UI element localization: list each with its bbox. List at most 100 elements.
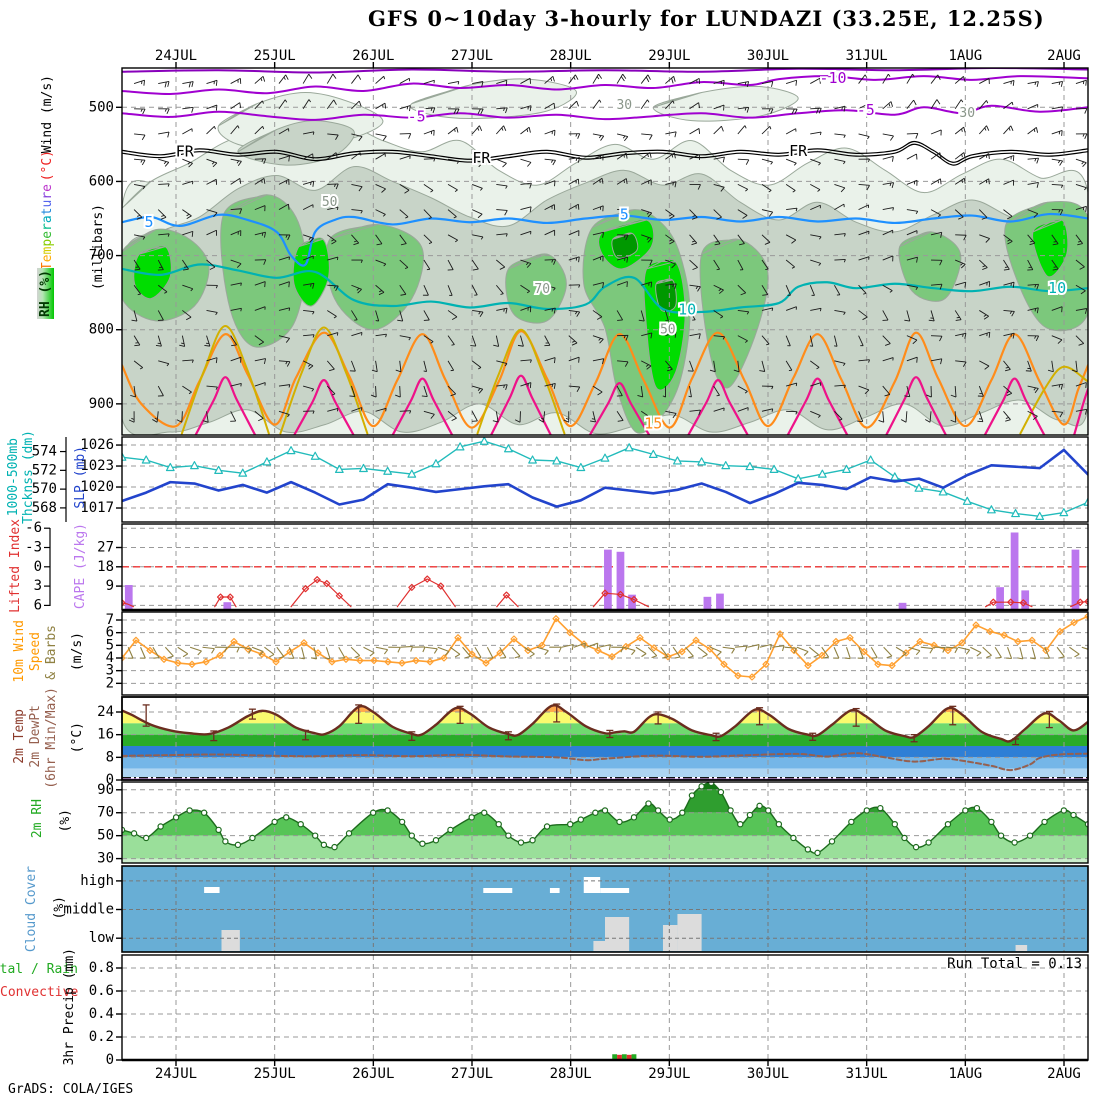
svg-text:29JUL: 29JUL <box>648 1066 690 1082</box>
svg-text:2AUG: 2AUG <box>1047 48 1081 64</box>
panel-upper-air-frame: 500 600 700 800 900 <box>89 67 1089 436</box>
panel-upper-air <box>122 68 1088 435</box>
svg-text:27: 27 <box>97 540 114 556</box>
axis-title-degc-2m: (°C) <box>70 722 85 754</box>
svg-text:1026: 1026 <box>80 437 114 453</box>
upper-air-wind-barbs <box>128 73 1088 423</box>
grads-credit: GrADS: COLA/IGES <box>8 1082 134 1097</box>
svg-text:2: 2 <box>106 675 114 691</box>
svg-text:-5: -5 <box>857 101 875 119</box>
svg-text:10: 10 <box>678 300 696 318</box>
axis-title-temperature: Temperature <box>40 184 55 271</box>
axis-title-pct-cloud: (%) <box>52 896 67 920</box>
svg-text:24JUL: 24JUL <box>155 1066 197 1082</box>
svg-text:1023: 1023 <box>80 458 114 474</box>
svg-text:16: 16 <box>97 727 114 743</box>
svg-text:18: 18 <box>97 559 114 575</box>
axis-title-2m-dewpt: 2m DewPt <box>28 705 43 768</box>
axis-title-barbs: & Barbs <box>44 625 59 680</box>
svg-text:10: 10 <box>1048 279 1066 297</box>
svg-text:5: 5 <box>145 213 154 231</box>
axis-title-pct-rh: (%) <box>58 809 73 833</box>
panel-slp-frame: 1026 1023 1020 1017 574 572 570 568 <box>32 436 1089 523</box>
panel-cape-li <box>122 524 1088 610</box>
svg-text:9: 9 <box>106 578 114 594</box>
svg-text:1AUG: 1AUG <box>948 1066 982 1082</box>
panel-slp-thickness <box>122 437 1088 522</box>
svg-text:0: 0 <box>106 1052 114 1068</box>
svg-text:600: 600 <box>89 173 114 189</box>
page-title: GFS 0~10day 3-hourly for LUNDAZI (33.25E… <box>368 6 1045 31</box>
svg-text:24JUL: 24JUL <box>155 48 197 64</box>
svg-text:50: 50 <box>322 195 338 210</box>
svg-text:0.8: 0.8 <box>89 960 114 976</box>
axis-title-6hr-minmax: (6hr Min/Max) <box>44 687 59 789</box>
axis-title-wind: Wind (m/s) <box>40 75 55 154</box>
svg-text:4: 4 <box>106 650 114 666</box>
axis-title-3hr-precip: 3hr Precip (mm) <box>62 948 77 1066</box>
svg-text:30JUL: 30JUL <box>747 48 789 64</box>
axis-title-thickness-1: 1000-500mb <box>6 438 21 517</box>
rh-color-bands <box>122 782 1088 863</box>
svg-text:570: 570 <box>32 481 57 497</box>
panel-precip: Run Total = 0.13 <box>122 955 1088 1060</box>
axis-title-cloud-cover: Cloud Cover <box>24 866 39 953</box>
svg-text:6: 6 <box>34 597 42 613</box>
svg-text:70: 70 <box>97 805 114 821</box>
svg-text:-5: -5 <box>408 108 426 126</box>
panel-cloud-frame: high middle low <box>63 865 1089 953</box>
svg-text:574: 574 <box>32 444 57 460</box>
svg-text:568: 568 <box>32 500 57 516</box>
svg-text:-10: -10 <box>819 69 846 87</box>
svg-text:5: 5 <box>620 206 629 224</box>
axis-title-millibars: (millibars) <box>91 204 106 291</box>
panel-2m-temp-frame: 24 16 8 0 <box>97 696 1089 788</box>
svg-text:500: 500 <box>89 99 114 115</box>
svg-text:31JUL: 31JUL <box>846 1066 888 1082</box>
svg-text:7: 7 <box>106 612 114 628</box>
svg-text:27JUL: 27JUL <box>451 48 493 64</box>
panel-precip-frame: 0.8 0.6 0.4 0.2 0 <box>89 954 1089 1068</box>
svg-text:3: 3 <box>106 663 114 679</box>
axis-title-cape: CAPE (J/kg) <box>73 523 88 610</box>
svg-text:900: 900 <box>89 396 114 412</box>
axis-title-2m-temp: 2m Temp <box>12 709 27 764</box>
svg-text:70: 70 <box>534 282 550 297</box>
svg-text:6: 6 <box>106 625 114 641</box>
svg-text:800: 800 <box>89 322 114 338</box>
svg-text:30: 30 <box>959 106 975 121</box>
panel-2m-rh <box>122 782 1088 863</box>
svg-text:high: high <box>80 873 114 889</box>
panel-10m-wind <box>122 612 1088 695</box>
axis-title-slp: SLP (mb) <box>73 446 88 509</box>
panel-cape-frame: 27 18 9 -6 -3 0 3 6 <box>25 520 1089 613</box>
svg-text:31JUL: 31JUL <box>846 48 888 64</box>
legend-precip-total: Total / Rain <box>0 962 78 977</box>
svg-text:-6: -6 <box>25 520 42 536</box>
panel-2m-temp <box>122 697 1088 780</box>
svg-text:0.4: 0.4 <box>89 1006 114 1022</box>
svg-text:5: 5 <box>106 637 114 653</box>
svg-text:8: 8 <box>106 749 114 765</box>
svg-text:24: 24 <box>97 704 114 720</box>
legend-precip-convective: Convective <box>0 985 79 1000</box>
svg-text:FR: FR <box>176 143 195 161</box>
svg-text:FR: FR <box>789 142 808 160</box>
svg-text:2AUG: 2AUG <box>1047 1066 1081 1082</box>
axis-title-rh: RH (%) <box>37 268 54 319</box>
10m-wind-barbs <box>127 642 1088 660</box>
svg-text:700: 700 <box>89 248 114 264</box>
svg-text:30: 30 <box>616 98 632 113</box>
axis-title-degc: (°C) <box>40 150 55 182</box>
svg-text:25JUL: 25JUL <box>254 1066 296 1082</box>
temp-color-bands <box>122 705 1088 778</box>
svg-text:1017: 1017 <box>80 500 114 516</box>
svg-text:15: 15 <box>644 415 662 433</box>
svg-text:26JUL: 26JUL <box>352 48 394 64</box>
svg-text:0: 0 <box>34 559 42 575</box>
svg-text:-3: -3 <box>25 540 42 556</box>
svg-text:572: 572 <box>32 462 57 478</box>
svg-text:29JUL: 29JUL <box>648 48 690 64</box>
